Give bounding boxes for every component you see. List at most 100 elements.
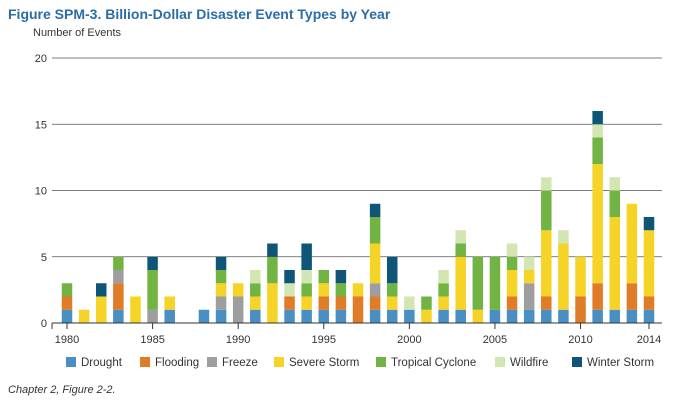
bar-segment <box>130 296 141 323</box>
x-tick-label: 2010 <box>568 334 592 346</box>
bar-segment <box>643 217 655 231</box>
bar-segment <box>61 283 73 297</box>
bar-segment <box>506 256 518 270</box>
legend-label: Flooding <box>155 357 199 369</box>
bar-segment <box>147 309 158 323</box>
bar-segment <box>369 217 381 244</box>
bar-segment <box>267 256 278 284</box>
bar-segment <box>284 270 295 284</box>
legend-label: Freeze <box>222 357 258 369</box>
legend-swatch <box>572 357 582 367</box>
legend-label: Wildfire <box>510 357 548 369</box>
bar-segment <box>284 283 295 297</box>
legend-swatch <box>274 357 284 367</box>
bar-segment <box>301 270 312 284</box>
bar-segment <box>489 256 501 310</box>
bar-segment <box>369 309 381 323</box>
figure-caption: Chapter 2, Figure 2-2. <box>8 384 116 396</box>
bar-segment <box>592 283 603 310</box>
bar-segment <box>438 270 449 284</box>
legend-label: Severe Storm <box>289 357 359 369</box>
bar-segment <box>267 243 278 257</box>
bar-segment <box>164 296 175 310</box>
bar-segment <box>643 296 655 310</box>
bar-segment <box>438 296 449 310</box>
bar-segment <box>335 309 347 323</box>
y-tick-label: 0 <box>41 318 47 330</box>
bar-segment <box>506 270 518 297</box>
bar-segment <box>421 309 432 323</box>
bar-segment <box>232 296 244 323</box>
x-tick-label: 2000 <box>397 334 421 346</box>
bar-segment <box>541 230 552 297</box>
x-tick-label: 2014 <box>637 334 661 346</box>
bar-segment <box>386 283 398 297</box>
bar-segment <box>558 230 569 244</box>
bar-segment <box>541 309 552 323</box>
bar-segment <box>215 309 227 323</box>
bar-segment <box>523 270 535 284</box>
bar-segment <box>284 296 295 310</box>
bar-segment <box>215 296 227 310</box>
bar-segment <box>301 243 312 270</box>
y-tick-label: 15 <box>35 119 47 131</box>
bar-segment <box>335 283 347 297</box>
bar-segment <box>250 270 261 284</box>
bar-segment <box>301 309 312 323</box>
bar-segment <box>404 296 415 310</box>
bar-segment <box>250 309 261 323</box>
bar-segment <box>592 111 603 125</box>
bar-segment <box>404 309 415 323</box>
bar-segment <box>506 309 518 323</box>
bar-segment <box>113 309 124 323</box>
bar-segment <box>284 309 295 323</box>
bar-segment <box>147 256 158 270</box>
bar-segment <box>386 296 398 310</box>
y-tick-label: 5 <box>41 252 47 264</box>
bar-segment <box>369 283 381 297</box>
bar-segment <box>95 283 107 297</box>
bar-segment <box>250 296 261 310</box>
legend-swatch <box>66 357 76 367</box>
bar-segment <box>558 309 569 323</box>
bar-segment <box>386 256 398 284</box>
bar-segment <box>609 309 621 323</box>
bar-segment <box>506 243 518 257</box>
bar-segment <box>198 309 210 323</box>
bar-segment <box>215 283 227 297</box>
bar-segment <box>523 256 535 270</box>
y-tick-label: 10 <box>35 186 47 198</box>
bar-segment <box>352 296 364 323</box>
bar-segment <box>267 283 278 323</box>
bar-segment <box>318 309 330 323</box>
legend-swatch <box>140 357 150 367</box>
bar-segment <box>541 296 552 310</box>
bar-segment <box>421 296 432 310</box>
bar-segment <box>609 177 621 191</box>
bar-segment <box>386 309 398 323</box>
legend-label: Tropical Cyclone <box>391 357 476 369</box>
bar-segment <box>318 296 330 310</box>
bar-segment <box>609 217 621 310</box>
bar-segment <box>626 203 638 284</box>
x-tick-label: 1980 <box>55 334 79 346</box>
bar-segment <box>523 283 535 310</box>
bar-segment <box>472 256 484 310</box>
bar-segment <box>113 270 124 284</box>
bar-segment <box>592 124 603 138</box>
bar-segment <box>438 283 449 297</box>
bar-segment <box>78 309 90 323</box>
y-axis-label: Number of Events <box>33 27 122 39</box>
bar-segment <box>369 203 381 217</box>
bar-segment <box>455 243 466 257</box>
bar-segment <box>95 296 107 323</box>
x-tick-label: 1990 <box>226 334 250 346</box>
bar-segment <box>318 270 330 284</box>
bar-segment <box>335 270 347 284</box>
bar-segment <box>232 283 244 297</box>
bar-segment <box>506 296 518 310</box>
bar-segment <box>335 296 347 310</box>
y-tick-label: 20 <box>35 53 47 65</box>
bar-segment <box>113 256 124 270</box>
bar-segment <box>455 256 466 310</box>
